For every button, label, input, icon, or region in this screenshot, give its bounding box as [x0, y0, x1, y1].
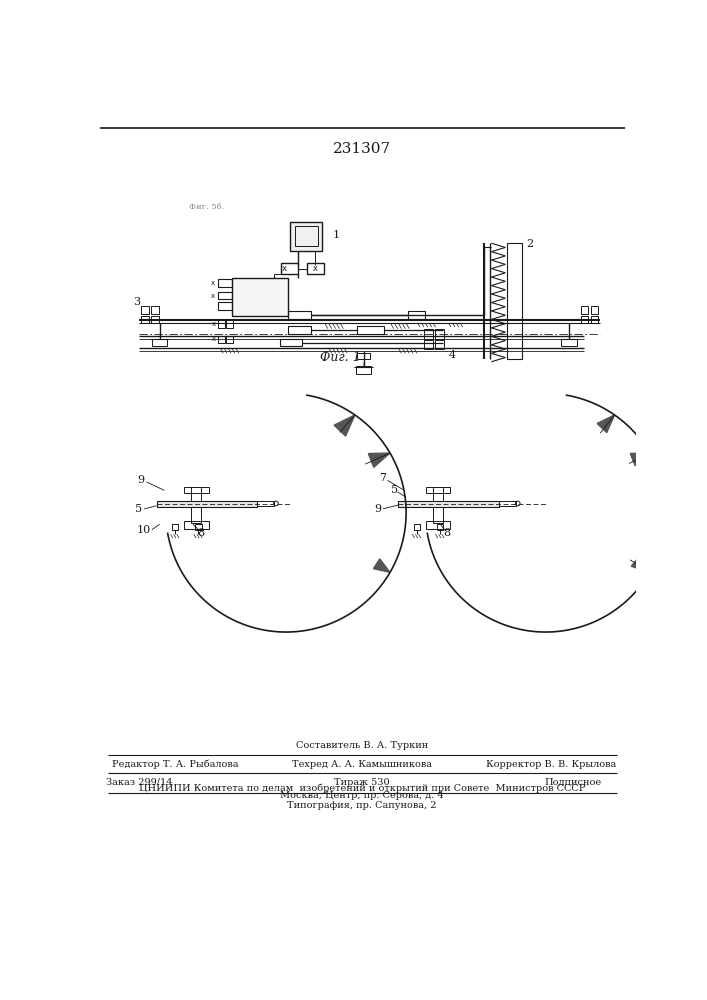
Text: x: x [282, 264, 287, 273]
Text: Корректор В. В. Крылова: Корректор В. В. Крылова [486, 760, 617, 769]
Bar [435, 329, 444, 339]
Polygon shape [597, 415, 614, 433]
Bar [218, 279, 232, 287]
Text: 10: 10 [137, 525, 151, 535]
Text: 231307: 231307 [333, 142, 391, 156]
Bar [426, 487, 450, 493]
Bar [226, 320, 233, 328]
Text: x: x [212, 321, 216, 327]
Bar [424, 329, 433, 339]
Text: ЦНИИПИ Комитета по делам  изобретений и открытий при Совете  Министров СССР: ЦНИИПИ Комитета по делам изобретений и о… [139, 784, 585, 793]
Bar [218, 336, 225, 343]
Bar [580, 316, 588, 323]
Text: Техред А. А. Камышникова: Техред А. А. Камышникова [292, 760, 432, 769]
Text: Фиг. 5б.: Фиг. 5б. [189, 203, 224, 211]
Text: Подписное: Подписное [544, 778, 602, 787]
Bar [408, 311, 425, 319]
Bar [280, 339, 301, 346]
Text: Тираж 530: Тираж 530 [334, 778, 390, 787]
Bar [426, 521, 450, 529]
Bar [424, 340, 433, 349]
Bar [357, 353, 370, 359]
Bar [184, 487, 209, 493]
Bar [257, 501, 274, 506]
Text: 1: 1 [332, 231, 339, 240]
Text: Фиг. 1: Фиг. 1 [320, 351, 361, 364]
Text: Москва, Центр, пр. Серова, д. 4: Москва, Центр, пр. Серова, д. 4 [280, 791, 444, 800]
Bar [433, 507, 443, 523]
Bar [561, 339, 577, 346]
Polygon shape [373, 559, 390, 572]
Text: x: x [212, 336, 216, 342]
Bar [433, 487, 443, 501]
Polygon shape [368, 453, 390, 467]
Bar [232, 278, 288, 316]
Polygon shape [334, 415, 355, 436]
Text: $\perp$: $\perp$ [359, 360, 368, 370]
Bar [151, 306, 159, 314]
Bar [184, 521, 209, 529]
Bar [218, 292, 232, 299]
Text: 5: 5 [391, 485, 398, 495]
Bar [141, 306, 149, 314]
Bar [141, 316, 149, 323]
Bar [156, 501, 257, 507]
Bar [290, 222, 322, 251]
Bar [590, 316, 598, 323]
Bar [357, 326, 385, 334]
Text: 4: 4 [449, 350, 456, 360]
Bar [192, 507, 201, 523]
Text: x: x [313, 264, 318, 273]
Bar [499, 501, 516, 506]
Text: x: x [210, 293, 214, 299]
Text: 9: 9 [138, 475, 145, 485]
Bar [195, 524, 201, 530]
Bar [414, 524, 420, 530]
Text: Типография, пр. Сапунова, 2: Типография, пр. Сапунова, 2 [287, 801, 437, 810]
Text: 5: 5 [135, 504, 142, 514]
Bar [152, 339, 168, 346]
Text: 3: 3 [133, 297, 140, 307]
Bar [435, 340, 444, 349]
Bar [226, 336, 233, 343]
Bar [437, 524, 443, 530]
Text: Составитель В. А. Туркин: Составитель В. А. Туркин [296, 741, 428, 750]
Bar [295, 226, 317, 246]
Text: 7: 7 [380, 473, 386, 483]
Bar [172, 524, 178, 530]
Text: 8: 8 [197, 528, 204, 538]
Bar [356, 366, 371, 374]
Bar [590, 306, 598, 314]
Bar [398, 501, 499, 507]
Bar [307, 263, 324, 274]
Text: 8: 8 [443, 528, 450, 538]
Text: Редактор Т. А. Рыбалова: Редактор Т. А. Рыбалова [112, 760, 238, 769]
Bar [288, 326, 311, 334]
Text: Заказ 299/14: Заказ 299/14 [105, 778, 172, 787]
Polygon shape [630, 453, 650, 466]
Polygon shape [631, 556, 650, 572]
Bar [151, 316, 159, 323]
Text: 9: 9 [374, 504, 381, 514]
Bar [507, 243, 522, 359]
Text: 2: 2 [526, 239, 533, 249]
Bar [192, 487, 201, 501]
Bar [218, 320, 225, 328]
Bar [288, 311, 311, 319]
Bar [218, 302, 232, 310]
Text: x: x [210, 280, 214, 286]
Bar [580, 306, 588, 314]
Bar [281, 263, 298, 274]
